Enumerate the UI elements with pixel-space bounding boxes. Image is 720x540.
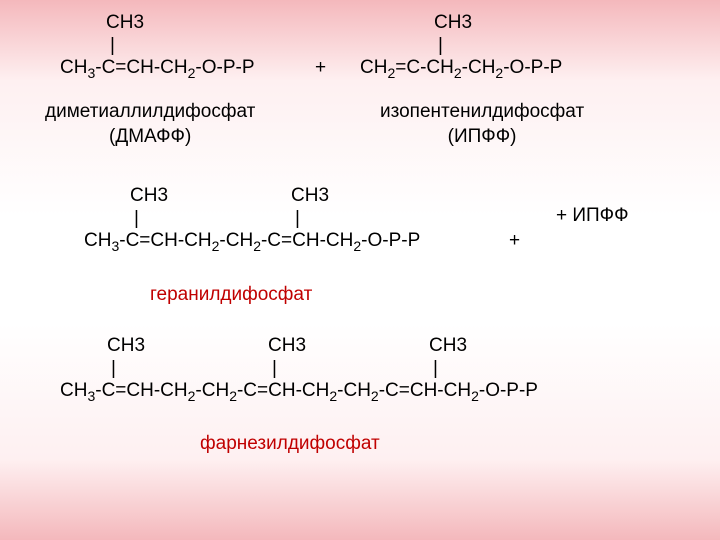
ipff-bond: | <box>434 35 472 58</box>
ipff-branch: CH3 <box>434 12 472 33</box>
ipff-main: CH2=C-CH2-CH2-O-P-P <box>360 57 562 82</box>
geranyl-name: геранилдифосфат <box>150 283 312 308</box>
farnesyl-bond1: | <box>107 358 145 381</box>
plus-1: + <box>315 57 326 79</box>
farnesyl-branch1: CH3 <box>107 335 145 356</box>
plus-ipff: + ИПФФ <box>556 205 629 228</box>
geranyl-branch2: CH3 <box>291 185 329 206</box>
dmapp-bond: | <box>106 35 144 58</box>
geranyl-branch1: CH3 <box>130 185 168 206</box>
ipff-name: изопентенилдифосфат (ИПФФ) <box>380 100 584 149</box>
geranyl-bond2: | <box>291 208 329 231</box>
geranyl-main: CH3-C=CH-CH2-CH2-C=CH-CH2-O-P-P <box>84 230 420 255</box>
farnesyl-name: фарнезилдифосфат <box>200 432 380 457</box>
geranyl-bond1: | <box>130 208 168 231</box>
dmapp-name: диметиаллилдифосфат (ДМАФФ) <box>45 100 255 149</box>
farnesyl-branch2: CH3 <box>268 335 306 356</box>
farnesyl-bond3: | <box>429 358 467 381</box>
farnesyl-branch3: CH3 <box>429 335 467 356</box>
farnesyl-bond2: | <box>268 358 306 381</box>
dmapp-branch: CH3 <box>106 12 144 33</box>
farnesyl-main: CH3-C=CH-CH2-CH2-C=CH-CH2-CH2-C=CH-CH2-O… <box>60 380 538 405</box>
dmapp-main: CH3-C=CH-CH2-O-P-P <box>60 57 255 82</box>
plus-2: + <box>509 230 520 252</box>
